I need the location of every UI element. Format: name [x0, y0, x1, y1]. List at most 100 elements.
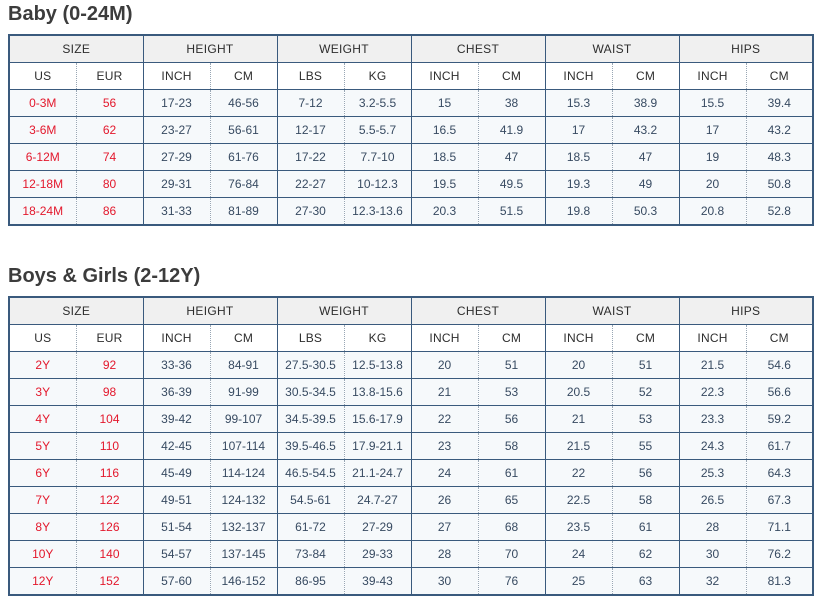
measurement-cell: 54-57 — [142, 540, 210, 568]
unit-header-cell: EUR — [75, 324, 143, 352]
size-cell: 7Y — [9, 486, 76, 514]
measurement-cell: 73-84 — [276, 540, 344, 568]
measurement-cell: 30 — [678, 540, 746, 568]
size-cell: 74 — [75, 143, 143, 171]
measurement-cell: 27.5-30.5 — [276, 351, 344, 379]
size-cell: 86 — [75, 197, 143, 226]
group-header-chest: CHEST — [410, 297, 545, 325]
measurement-cell: 61-72 — [276, 513, 344, 541]
size-cell: 6Y — [9, 459, 76, 487]
measurement-cell: 13.8-15.6 — [343, 378, 411, 406]
measurement-cell: 22.3 — [678, 378, 746, 406]
measurement-cell: 51 — [611, 351, 679, 379]
baby-size-section: Baby (0-24M) SIZE HEIGHT WEIGHT CHEST WAIST H… — [8, 2, 816, 226]
size-cell: 140 — [75, 540, 143, 568]
unit-header-cell: CM — [477, 324, 545, 352]
measurement-cell: 86-95 — [276, 567, 344, 596]
measurement-cell: 53 — [611, 405, 679, 433]
baby-section-title: Baby (0-24M) — [8, 3, 133, 25]
measurement-cell: 76.2 — [745, 540, 813, 568]
group-header-height: HEIGHT — [142, 297, 277, 325]
measurement-cell: 17-22 — [276, 143, 344, 171]
measurement-cell: 124-132 — [209, 486, 277, 514]
measurement-cell: 27-29 — [142, 143, 210, 171]
measurement-cell: 19.3 — [544, 170, 612, 198]
measurement-cell: 15.3 — [544, 89, 612, 117]
measurement-cell: 36-39 — [142, 378, 210, 406]
measurement-cell: 59.2 — [745, 405, 813, 433]
size-row-2y: 2Y 92 33-36 84-91 27.5-30.5 12.5-13.8 20 51 20 51… — [9, 351, 813, 379]
measurement-cell: 26.5 — [678, 486, 746, 514]
unit-header-cell: LBS — [276, 62, 344, 90]
measurement-cell: 53 — [477, 378, 545, 406]
measurement-cell: 29-31 — [142, 170, 210, 198]
measurement-cell: 15 — [410, 89, 478, 117]
measurement-cell: 114-124 — [209, 459, 277, 487]
group-header-size: SIZE — [9, 35, 143, 63]
measurement-cell: 47 — [477, 143, 545, 171]
unit-header-cell: CM — [745, 62, 813, 90]
measurement-cell: 27-30 — [276, 197, 344, 226]
measurement-cell: 67.3 — [745, 486, 813, 514]
size-cell: 116 — [75, 459, 143, 487]
measurement-cell: 24.7-27 — [343, 486, 411, 514]
measurement-cell: 28 — [410, 540, 478, 568]
measurement-cell: 20.5 — [544, 378, 612, 406]
measurement-cell: 26 — [410, 486, 478, 514]
unit-header-cell: INCH — [678, 324, 746, 352]
unit-header-cell: INCH — [142, 62, 210, 90]
measurement-cell: 61.7 — [745, 432, 813, 460]
group-header-height: HEIGHT — [142, 35, 277, 63]
measurement-cell: 20.3 — [410, 197, 478, 226]
measurement-cell: 20 — [544, 351, 612, 379]
unit-header-row: US EUR INCH CM LBS KG INCH CM INCH CM INCH CM — [9, 324, 813, 352]
measurement-cell: 29-33 — [343, 540, 411, 568]
group-header-waist: WAIST — [544, 297, 679, 325]
size-row-4y: 4Y 104 39-42 99-107 34.5-39.5 15.6-17.9 22 56 21… — [9, 405, 813, 433]
measurement-cell: 76-84 — [209, 170, 277, 198]
size-cell: 12Y — [9, 567, 76, 596]
unit-header-cell: CM — [611, 324, 679, 352]
measurement-cell: 16.5 — [410, 116, 478, 144]
measurement-cell: 146-152 — [209, 567, 277, 596]
measurement-cell: 12.3-13.6 — [343, 197, 411, 226]
group-header-hips: HIPS — [678, 297, 813, 325]
measurement-cell: 50.8 — [745, 170, 813, 198]
measurement-cell: 43.2 — [745, 116, 813, 144]
size-cell: 4Y — [9, 405, 76, 433]
size-cell: 104 — [75, 405, 143, 433]
unit-header-cell: KG — [343, 324, 411, 352]
measurement-cell: 21.5 — [544, 432, 612, 460]
measurement-cell: 71.1 — [745, 513, 813, 541]
size-row-12y: 12Y 152 57-60 146-152 86-95 39-43 30 76 25 63 32 81… — [9, 567, 813, 596]
measurement-cell: 39-42 — [142, 405, 210, 433]
measurement-cell: 61 — [477, 459, 545, 487]
measurement-cell: 17.9-21.1 — [343, 432, 411, 460]
unit-header-cell: CM — [477, 62, 545, 90]
size-cell: 80 — [75, 170, 143, 198]
size-cell: 12-18M — [9, 170, 76, 198]
measurement-cell: 25.3 — [678, 459, 746, 487]
measurement-cell: 30 — [410, 567, 478, 596]
measurement-cell: 33-36 — [142, 351, 210, 379]
size-cell: 3Y — [9, 378, 76, 406]
group-header-row: SIZE HEIGHT WEIGHT CHEST WAIST HIPS — [9, 297, 813, 325]
measurement-cell: 19.8 — [544, 197, 612, 226]
measurement-cell: 84-91 — [209, 351, 277, 379]
measurement-cell: 46.5-54.5 — [276, 459, 344, 487]
measurement-cell: 38.9 — [611, 89, 679, 117]
measurement-cell: 58 — [611, 486, 679, 514]
unit-header-cell: US — [9, 324, 76, 352]
measurement-cell: 12-17 — [276, 116, 344, 144]
measurement-cell: 23.3 — [678, 405, 746, 433]
measurement-cell: 15.5 — [678, 89, 746, 117]
group-header-row: SIZE HEIGHT WEIGHT CHEST WAIST HIPS — [9, 35, 813, 63]
unit-header-cell: US — [9, 62, 76, 90]
measurement-cell: 41.9 — [477, 116, 545, 144]
size-cell: 8Y — [9, 513, 76, 541]
measurement-cell: 34.5-39.5 — [276, 405, 344, 433]
measurement-cell: 42-45 — [142, 432, 210, 460]
measurement-cell: 56 — [611, 459, 679, 487]
measurement-cell: 52.8 — [745, 197, 813, 226]
boys-girls-size-table: SIZE HEIGHT WEIGHT CHEST WAIST HIPS US EUR INCH C… — [8, 296, 814, 596]
